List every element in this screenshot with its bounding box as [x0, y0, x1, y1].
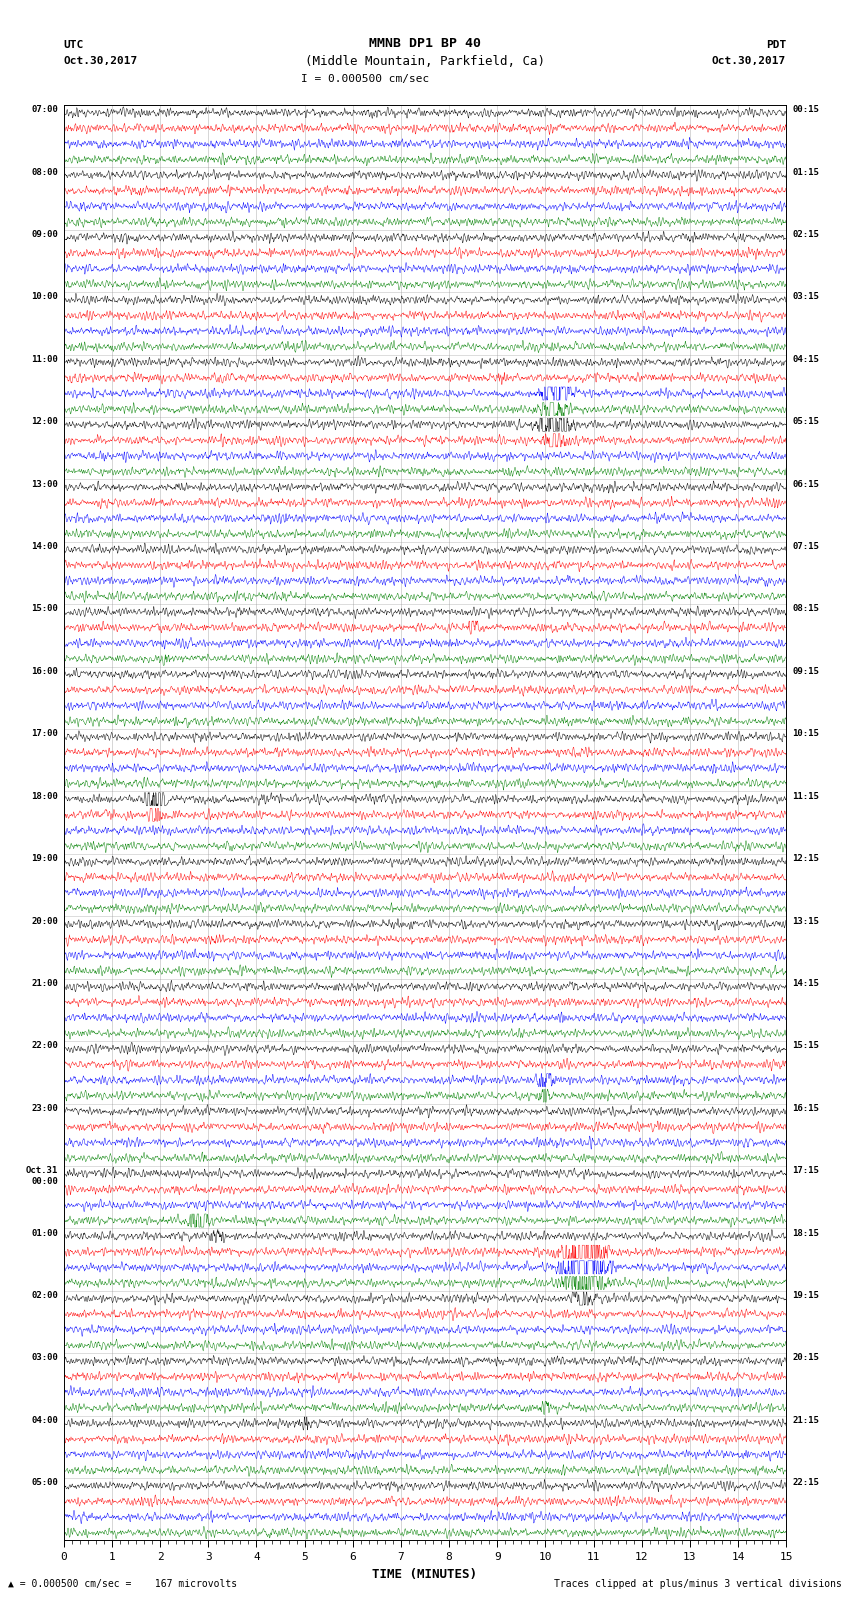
- Text: I = 0.000500 cm/sec: I = 0.000500 cm/sec: [302, 74, 429, 84]
- Text: 10:15: 10:15: [792, 729, 819, 739]
- Text: MMNB DP1 BP 40: MMNB DP1 BP 40: [369, 37, 481, 50]
- Text: 20:15: 20:15: [792, 1353, 819, 1363]
- Text: 11:00: 11:00: [31, 355, 58, 365]
- Text: 01:15: 01:15: [792, 168, 819, 176]
- Text: Oct.30,2017: Oct.30,2017: [712, 56, 786, 66]
- Text: 01:00: 01:00: [31, 1229, 58, 1237]
- Text: 20:00: 20:00: [31, 916, 58, 926]
- Text: 08:00: 08:00: [31, 168, 58, 176]
- Text: 22:00: 22:00: [31, 1042, 58, 1050]
- Text: 10:00: 10:00: [31, 292, 58, 302]
- Text: PDT: PDT: [766, 40, 786, 50]
- Text: 18:15: 18:15: [792, 1229, 819, 1237]
- Text: 13:15: 13:15: [792, 916, 819, 926]
- Text: 15:00: 15:00: [31, 605, 58, 613]
- Text: 11:15: 11:15: [792, 792, 819, 800]
- Text: Oct.31
00:00: Oct.31 00:00: [26, 1166, 58, 1186]
- Text: 00:15: 00:15: [792, 105, 819, 115]
- Text: 14:00: 14:00: [31, 542, 58, 552]
- Text: 19:00: 19:00: [31, 855, 58, 863]
- Text: 09:15: 09:15: [792, 666, 819, 676]
- Text: ▲ = 0.000500 cm/sec =    167 microvolts: ▲ = 0.000500 cm/sec = 167 microvolts: [8, 1579, 238, 1589]
- Text: 22:15: 22:15: [792, 1478, 819, 1487]
- Text: UTC: UTC: [64, 40, 84, 50]
- Text: Traces clipped at plus/minus 3 vertical divisions: Traces clipped at plus/minus 3 vertical …: [553, 1579, 842, 1589]
- Text: 15:15: 15:15: [792, 1042, 819, 1050]
- Text: 18:00: 18:00: [31, 792, 58, 800]
- Text: 04:15: 04:15: [792, 355, 819, 365]
- Text: 21:15: 21:15: [792, 1416, 819, 1424]
- Text: 19:15: 19:15: [792, 1290, 819, 1300]
- Text: 14:15: 14:15: [792, 979, 819, 989]
- Text: 17:00: 17:00: [31, 729, 58, 739]
- Text: 12:00: 12:00: [31, 418, 58, 426]
- Text: 09:00: 09:00: [31, 231, 58, 239]
- Text: 07:15: 07:15: [792, 542, 819, 552]
- Text: 03:00: 03:00: [31, 1353, 58, 1363]
- Text: 16:15: 16:15: [792, 1103, 819, 1113]
- Text: 03:15: 03:15: [792, 292, 819, 302]
- Text: 05:15: 05:15: [792, 418, 819, 426]
- Text: 16:00: 16:00: [31, 666, 58, 676]
- Text: 17:15: 17:15: [792, 1166, 819, 1176]
- Text: (Middle Mountain, Parkfield, Ca): (Middle Mountain, Parkfield, Ca): [305, 55, 545, 68]
- Text: 12:15: 12:15: [792, 855, 819, 863]
- Text: 08:15: 08:15: [792, 605, 819, 613]
- Text: 21:00: 21:00: [31, 979, 58, 989]
- Text: 23:00: 23:00: [31, 1103, 58, 1113]
- Text: 02:15: 02:15: [792, 231, 819, 239]
- Text: 04:00: 04:00: [31, 1416, 58, 1424]
- Text: Oct.30,2017: Oct.30,2017: [64, 56, 138, 66]
- Text: 07:00: 07:00: [31, 105, 58, 115]
- Text: 05:00: 05:00: [31, 1478, 58, 1487]
- Text: 02:00: 02:00: [31, 1290, 58, 1300]
- Text: 06:15: 06:15: [792, 479, 819, 489]
- X-axis label: TIME (MINUTES): TIME (MINUTES): [372, 1568, 478, 1581]
- Text: 13:00: 13:00: [31, 479, 58, 489]
